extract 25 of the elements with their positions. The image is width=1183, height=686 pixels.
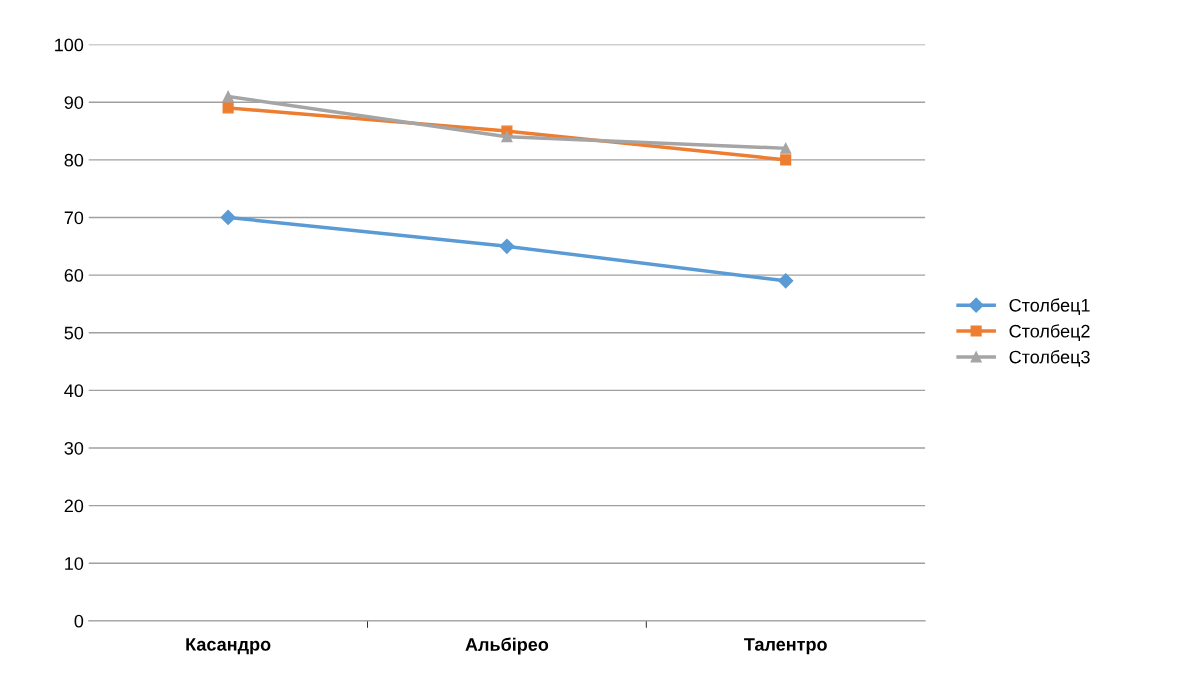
point [222, 102, 234, 114]
point [222, 90, 234, 103]
point [780, 142, 792, 154]
legend-label: Столбец2 [1009, 324, 1090, 341]
y-tick-label: 30 [64, 441, 84, 455]
legend-label: Столбец1 [1009, 298, 1090, 316]
y-tick-label: 60 [64, 269, 84, 282]
point [499, 238, 515, 254]
point [220, 209, 236, 226]
y-tick-label: 50 [64, 326, 84, 340]
legend-label: Столбец3 [1009, 350, 1090, 367]
y-tick-label: 20 [64, 499, 84, 513]
x-tick-label: Альбірео [465, 637, 549, 655]
point [778, 273, 794, 289]
y-tick-label: 0 [74, 614, 84, 628]
x-tick-label: Касандро [186, 638, 271, 655]
y-tick-label: 80 [64, 153, 84, 167]
y-tick-label: 10 [65, 557, 84, 570]
y-tick-label: 40 [64, 384, 84, 398]
point [780, 154, 792, 166]
y-tick-label: 100 [55, 38, 84, 52]
point [501, 131, 513, 143]
y-tick-label: 70 [64, 211, 84, 225]
x-tick-label: Талентро [744, 638, 827, 655]
y-tick-label: 90 [64, 96, 84, 109]
